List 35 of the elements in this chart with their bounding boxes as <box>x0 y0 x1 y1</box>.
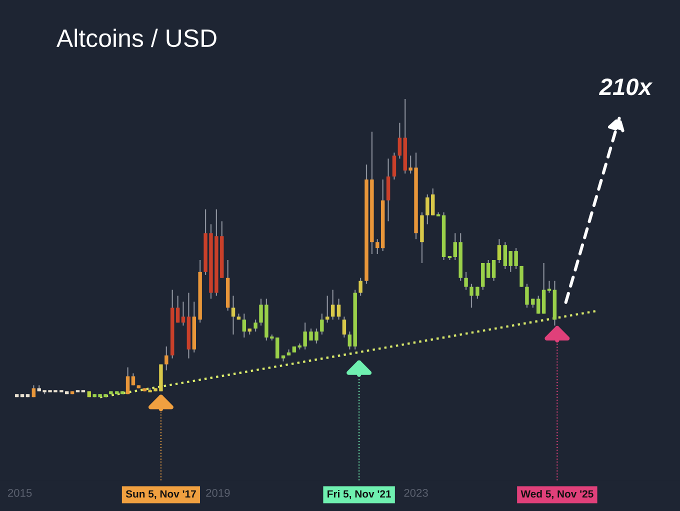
ref-line-label: Wed 5, Nov '25 <box>520 490 594 500</box>
x-tick-label: 2023 <box>404 488 428 497</box>
candlestick <box>470 283 474 308</box>
candlestick <box>164 346 168 371</box>
candlestick <box>254 319 258 332</box>
candlestick <box>336 298 341 320</box>
candlestick <box>358 277 362 296</box>
candlestick <box>492 259 496 282</box>
candlestick <box>486 259 490 278</box>
candlestick <box>525 283 529 308</box>
candlestick <box>242 313 246 338</box>
candlestick <box>320 313 324 336</box>
chart-title: Altcoins / USD <box>56 28 216 48</box>
candlestick <box>326 295 330 324</box>
candlestick <box>376 238 380 255</box>
candlestick <box>520 265 524 288</box>
ref-line-label: Fri 5, Nov '21 <box>328 490 391 500</box>
candlestick <box>176 295 180 324</box>
candlestick <box>330 289 335 320</box>
candlestick <box>464 271 468 290</box>
candlestick <box>503 242 508 270</box>
candlestick <box>392 152 396 180</box>
candlestick <box>342 316 346 338</box>
candlestick <box>542 262 546 314</box>
candlestick <box>231 295 236 336</box>
ref-line-label: Sun 5, Nov '17 <box>126 490 196 500</box>
candlestick <box>126 366 130 395</box>
candlestick <box>398 122 402 160</box>
x-tick-label: 2019 <box>206 488 230 497</box>
candlestick <box>497 238 502 264</box>
x-tick-label: 2015 <box>8 488 32 497</box>
candlestick <box>386 158 390 222</box>
candlestick <box>481 262 485 290</box>
text: 210x <box>598 78 653 96</box>
candlestick <box>181 301 186 326</box>
